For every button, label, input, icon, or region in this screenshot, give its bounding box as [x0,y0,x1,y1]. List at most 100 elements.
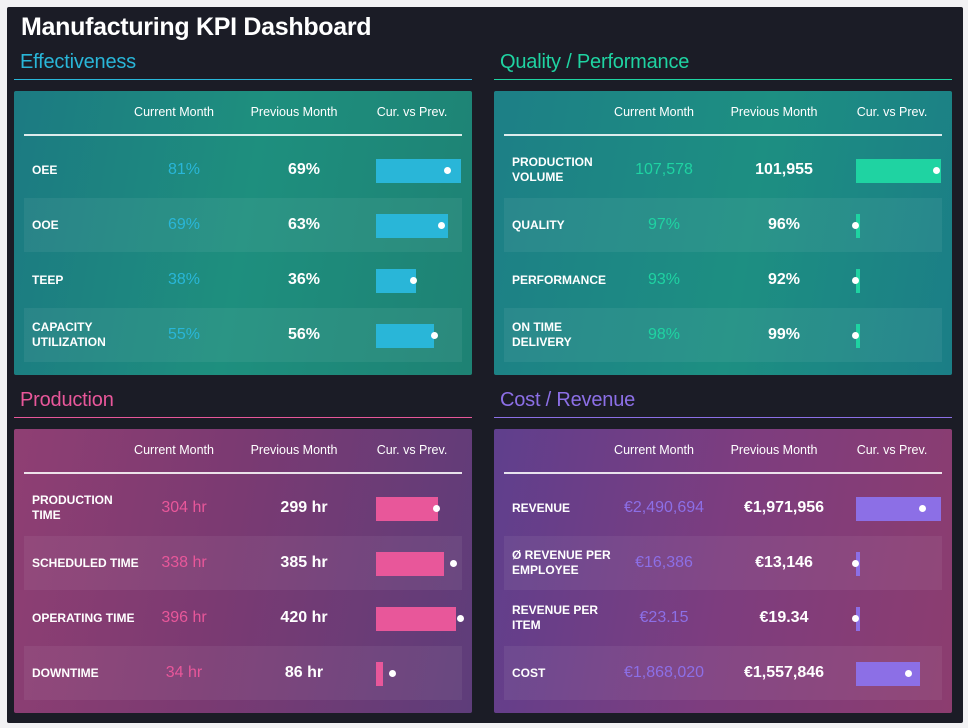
header-cur-vs-prev: Cur. vs Prev. [856,105,928,119]
table-row: ON TIME DELIVERY 98% 99% [504,308,942,362]
kpi-label: OPERATING TIME [32,610,135,625]
kpi-label: PERFORMANCE [512,272,607,287]
previous-month-marker [431,332,438,339]
header-previous-month: Previous Month [250,105,338,119]
section-title-effectiveness: Effectiveness [20,51,136,73]
table-row: OEE 81% 69% [24,143,462,197]
kpi-label: PRODUCTION VOLUME [512,155,593,184]
table-row: REVENUE PER ITEM €23.15 €19.34 [504,591,942,645]
kpi-label: ON TIME DELIVERY [512,320,572,349]
previous-month-marker [852,560,859,567]
table-row: PERFORMANCE 93% 92% [504,253,942,307]
table-row: COST €1,868,020 €1,557,846 [504,646,942,700]
comparison-bar [376,324,434,348]
dashboard-title: Manufacturing KPI Dashboard [21,13,372,41]
card-cost-revenue: Current Month Previous Month Cur. vs Prev.… [494,429,952,713]
kpi-current-value: €23.15 [639,609,689,626]
previous-month-marker [933,167,940,174]
table-row: TEEP 38% 36% [24,253,462,307]
kpi-label: DOWNTIME [32,665,99,680]
section-line-effectiveness [14,79,472,80]
header-current-month: Current Month [134,443,214,457]
kpi-previous-value: 56% [287,326,321,343]
kpi-current-value: 396 hr [161,609,207,626]
comparison-bar [376,662,383,686]
kpi-label: SCHEDULED TIME [32,555,139,570]
comparison-bar [376,607,456,631]
table-row: REVENUE €2,490,694 €1,971,956 [504,481,942,535]
table-row: Ø REVENUE PER EMPLOYEE €16,386 €13,146 [504,536,942,590]
section-line-cost [494,417,952,418]
table-row: SCHEDULED TIME 338 hr 385 hr [24,536,462,590]
header-previous-month: Previous Month [730,105,818,119]
kpi-previous-value: €1,971,956 [743,499,825,516]
header-divider [504,134,942,136]
kpi-label: REVENUE [512,500,571,515]
header-cur-vs-prev: Cur. vs Prev. [376,105,448,119]
previous-month-marker [444,167,451,174]
header-previous-month: Previous Month [730,443,818,457]
kpi-current-value: 38% [167,271,201,288]
kpi-current-value: 98% [647,326,681,343]
kpi-current-value: €1,868,020 [623,664,705,681]
kpi-previous-value: 385 hr [280,554,328,571]
kpi-previous-value: 420 hr [280,609,328,626]
table-row: CAPACITY UTILIZATION 55% 56% [24,308,462,362]
kpi-previous-value: €1,557,846 [743,664,825,681]
kpi-label: QUALITY [512,217,565,232]
header-cur-vs-prev: Cur. vs Prev. [856,443,928,457]
comparison-bar [376,497,438,521]
kpi-previous-value: €13,146 [755,554,813,571]
kpi-previous-value: 69% [287,161,321,178]
kpi-current-value: 93% [647,271,681,288]
kpi-current-value: 55% [167,326,201,343]
header-divider [24,134,462,136]
kpi-label: Ø REVENUE PER EMPLOYEE [512,548,611,577]
previous-month-marker [389,670,396,677]
previous-month-marker [852,332,859,339]
kpi-label: CAPACITY UTILIZATION [32,320,106,349]
previous-month-marker [457,615,464,622]
comparison-bar [376,269,416,293]
dashboard: Manufacturing KPI Dashboard Effectivenes… [7,7,963,723]
kpi-previous-value: 63% [287,216,321,233]
header-current-month: Current Month [134,105,214,119]
kpi-current-value: 338 hr [161,554,207,571]
kpi-current-value: 304 hr [161,499,207,516]
kpi-label: OOE [32,217,59,232]
comparison-bar [856,497,941,521]
table-row: PRODUCTION VOLUME 107,578 101,955 [504,143,942,197]
kpi-label: PRODUCTION TIME [32,493,113,522]
previous-month-marker [410,277,417,284]
header-current-month: Current Month [614,443,694,457]
previous-month-marker [919,505,926,512]
kpi-previous-value: 86 hr [284,664,324,681]
table-row: DOWNTIME 34 hr 86 hr [24,646,462,700]
card-effectiveness: Current Month Previous Month Cur. vs Prev.… [14,91,472,375]
table-row: QUALITY 97% 96% [504,198,942,252]
comparison-bar [376,552,444,576]
table-row: PRODUCTION TIME 304 hr 299 hr [24,481,462,535]
header-current-month: Current Month [614,105,694,119]
section-title-quality: Quality / Performance [500,51,690,73]
previous-month-marker [438,222,445,229]
kpi-current-value: €16,386 [635,554,693,571]
kpi-current-value: 107,578 [635,161,693,178]
kpi-previous-value: 96% [767,216,801,233]
header-cur-vs-prev: Cur. vs Prev. [376,443,448,457]
kpi-previous-value: 101,955 [755,161,813,178]
previous-month-marker [852,615,859,622]
section-title-cost: Cost / Revenue [500,389,636,411]
table-row: OOE 69% 63% [24,198,462,252]
header-divider [504,472,942,474]
card-production: Current Month Previous Month Cur. vs Prev.… [14,429,472,713]
section-title-production: Production [20,389,114,411]
section-line-quality [494,79,952,80]
comparison-bar [856,159,941,183]
previous-month-marker [905,670,912,677]
kpi-current-value: €2,490,694 [623,499,705,516]
previous-month-marker [852,277,859,284]
previous-month-marker [433,505,440,512]
card-quality-performance: Current Month Previous Month Cur. vs Prev.… [494,91,952,375]
kpi-current-value: 34 hr [165,664,203,681]
